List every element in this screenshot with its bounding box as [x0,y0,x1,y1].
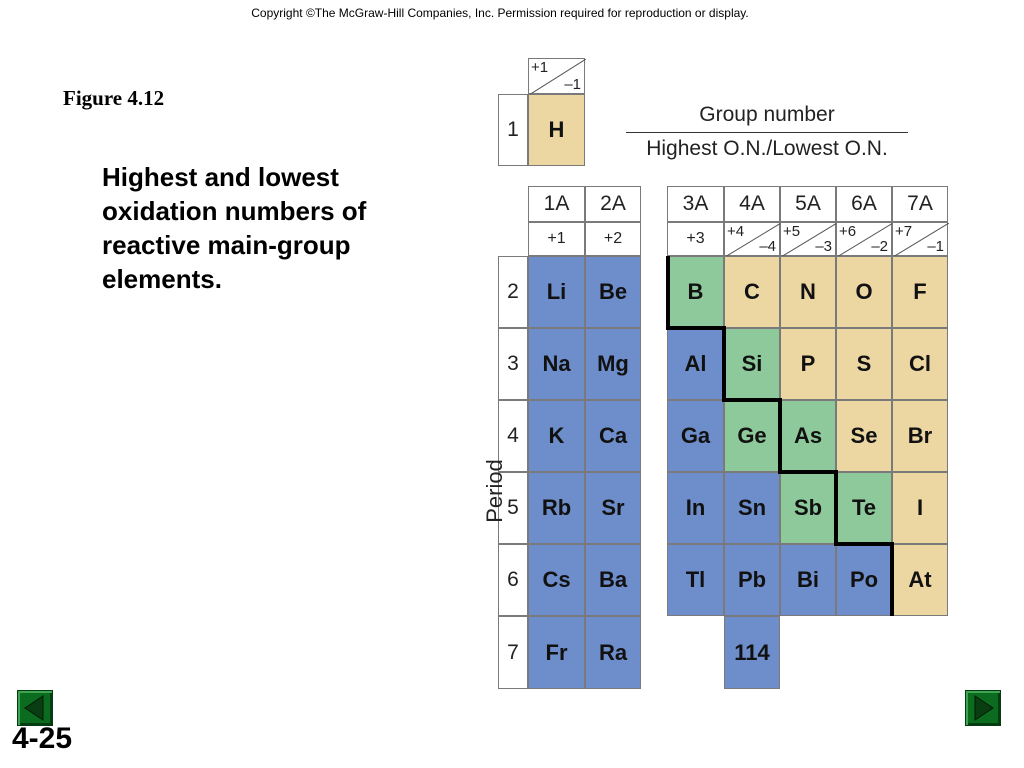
element-cell-se: Se [836,400,892,472]
group-header-5a: 5A [780,186,836,222]
legend-group-number: Group number [699,103,835,126]
hydrogen-lowest-on: –1 [564,76,581,93]
triangle-left-icon [24,695,44,721]
hydrogen-oxidation-header: +1 –1 [528,58,586,95]
element-cell-ga: Ga [667,400,724,472]
diagonal-divider-icon [893,223,949,257]
element-cell-o: O [836,256,892,328]
element-cell-i: I [892,472,948,544]
highest-on: +7 [895,223,913,240]
diagonal-divider-icon [725,223,781,257]
group-on-7a: +7 –1 [892,222,949,257]
element-cell-cl: Cl [892,328,948,400]
element-cell-al: Al [667,328,724,400]
element-cell-as: As [780,400,836,472]
element-cell-si: Si [724,328,780,400]
group-header-7a: 7A [892,186,948,222]
element-cell-be: Be [585,256,641,328]
period-number: 3 [498,328,528,400]
group-header-6a: 6A [836,186,892,222]
figure-caption: Highest and lowest oxidation numbers of … [102,162,367,294]
group-header-4a: 4A [724,186,780,222]
element-cell-na: Na [528,328,585,400]
element-cell-po: Po [836,544,892,616]
group-header-2a: 2A [585,186,641,222]
metal-nonmetal-boundary [890,542,894,616]
element-cell-ca: Ca [585,400,641,472]
element-cell-sb: Sb [780,472,836,544]
element-cell-f: F [892,256,948,328]
diagonal-divider-icon [837,223,893,257]
hydrogen-highest-on: +1 [531,59,549,76]
element-cell-k: K [528,400,585,472]
element-cell-br: Br [892,400,948,472]
element-cell-fr: Fr [528,616,585,689]
element-cell-p: P [780,328,836,400]
element-cell-c: C [724,256,780,328]
figure-label: Figure 4.12 [63,86,165,110]
group-on-2a: +2 [585,222,641,256]
lowest-on: –1 [927,238,944,255]
period-number: 7 [498,616,528,689]
element-cell-li: Li [528,256,585,328]
period-axis-label: Period [482,459,507,523]
element-cell-bi: Bi [780,544,836,616]
legend-divider [626,132,908,133]
metal-nonmetal-boundary [834,542,892,546]
diagonal-divider-icon [781,223,837,257]
period-number: 6 [498,544,528,616]
group-on-1a: +1 [528,222,585,256]
metal-nonmetal-boundary [778,398,782,472]
element-cell-sn: Sn [724,472,780,544]
metal-nonmetal-boundary [666,256,670,328]
element-cell-rb: Rb [528,472,585,544]
copyright-notice: Copyright ©The McGraw-Hill Companies, In… [251,6,749,20]
legend-oxidation-range: Highest O.N./Lowest O.N. [646,137,888,160]
metal-nonmetal-boundary [722,398,780,402]
element-cell-ba: Ba [585,544,641,616]
element-cell-mg: Mg [585,328,641,400]
element-cell-s: S [836,328,892,400]
element-cell-ge: Ge [724,400,780,472]
period-number: 1 [498,94,528,166]
highest-on: +5 [783,223,801,240]
lowest-on: –3 [815,238,832,255]
group-on-6a: +6 –2 [836,222,893,257]
period-number: 5 [498,472,528,544]
highest-on: +4 [727,223,745,240]
group-header-1a: 1A [528,186,585,222]
element-cell-h: H [528,94,585,166]
metal-nonmetal-boundary [834,470,838,544]
element-cell-b: B [667,256,724,328]
element-cell-114: 114 [724,616,780,689]
group-on-4a: +4 –4 [724,222,781,257]
element-cell-n: N [780,256,836,328]
metal-nonmetal-boundary [722,326,726,400]
element-cell-in: In [667,472,724,544]
period-number: 2 [498,256,528,328]
group-header-3a: 3A [667,186,724,222]
triangle-right-icon [974,695,994,721]
element-cell-ra: Ra [585,616,641,689]
next-slide-button[interactable] [965,690,1001,726]
slide-number: 4-25 [12,722,73,755]
highest-on: +6 [839,223,857,240]
element-cell-tl: Tl [667,544,724,616]
element-cell-at: At [892,544,948,616]
element-cell-sr: Sr [585,472,641,544]
lowest-on: –4 [759,238,776,255]
lowest-on: –2 [871,238,888,255]
previous-slide-button[interactable] [17,690,53,726]
group-on-5a: +5 –3 [780,222,837,257]
group-on-3a: +3 [667,222,724,256]
element-cell-te: Te [836,472,892,544]
diagonal-divider-icon [529,59,586,95]
metal-nonmetal-boundary [778,470,836,474]
metal-nonmetal-boundary [666,326,724,330]
element-cell-pb: Pb [724,544,780,616]
element-cell-cs: Cs [528,544,585,616]
period-number: 4 [498,400,528,472]
